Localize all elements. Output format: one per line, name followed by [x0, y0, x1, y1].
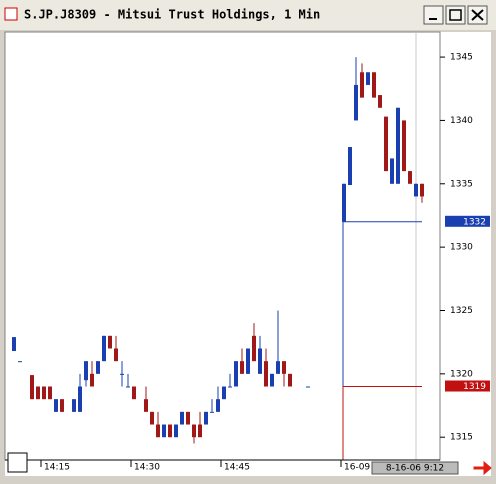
candle-body [306, 386, 310, 388]
candle-body [390, 158, 394, 184]
candle-body [114, 348, 118, 362]
candle-body [18, 361, 22, 363]
candle-body [42, 386, 46, 400]
y-tick-label: 1320 [450, 369, 473, 379]
window-buttons [423, 5, 488, 25]
candle-body [204, 411, 208, 425]
candle-body [378, 95, 382, 108]
x-tick-label: 14:30 [134, 463, 160, 473]
title-bar [0, 0, 496, 30]
candle-body [36, 386, 40, 400]
candle-body [234, 361, 238, 387]
candle-body [174, 424, 178, 438]
x-tick-label: 14:15 [44, 463, 70, 473]
close-icon [471, 9, 484, 21]
candle-body [90, 373, 94, 387]
candle-body [12, 337, 16, 352]
candle-body [276, 361, 280, 374]
candle-body [192, 424, 196, 438]
candle-body [402, 120, 406, 172]
candle-body [120, 373, 124, 375]
marker-label: 1332 [463, 217, 486, 227]
y-tick-label: 1330 [450, 243, 473, 253]
window-title: S.JP.J8309 - Mitsui Trust Holdings, 1 Mi… [24, 8, 320, 22]
x-tick-label: 16-09 [344, 463, 370, 473]
maximize-icon [449, 9, 462, 21]
candle-body [354, 84, 358, 121]
y-tick-label: 1315 [450, 433, 473, 443]
candle-body [366, 72, 370, 85]
candle-body [156, 424, 160, 438]
candle-body [96, 361, 100, 374]
x-tick-label: 14:45 [224, 463, 250, 473]
candle-body [144, 399, 148, 412]
candle-body [198, 424, 202, 438]
candle-body [264, 361, 268, 387]
candle-body [180, 411, 184, 425]
candle-body [240, 361, 244, 374]
candle-body [414, 183, 418, 197]
candle-body [372, 72, 376, 98]
candle-body [228, 386, 232, 388]
app-icon [4, 7, 18, 21]
candle-body [348, 147, 352, 186]
candle-body [60, 399, 64, 412]
candle-body [132, 386, 136, 400]
candle-body [216, 399, 220, 412]
candle-body [342, 183, 346, 222]
candle-body [168, 424, 172, 438]
candle-body [252, 335, 256, 362]
y-tick-label: 1340 [450, 116, 473, 126]
candle-body [384, 116, 388, 172]
candle-body [162, 424, 166, 438]
y-tick-label: 1335 [450, 179, 473, 189]
candle-body [186, 411, 190, 425]
cursor-label: 8-16-06 9:12 [386, 464, 444, 474]
candle-body [222, 386, 226, 400]
candle-body [102, 335, 106, 362]
corner-box[interactable] [7, 452, 28, 473]
candle-body [48, 386, 52, 400]
marker-label: 1319 [463, 382, 486, 392]
candle-body [84, 361, 88, 381]
marker-box [445, 380, 490, 392]
cursor-label-box [371, 461, 459, 475]
candle-body [360, 72, 364, 98]
maximize-button[interactable] [445, 5, 466, 25]
plot [12, 57, 424, 460]
candle-body [246, 348, 250, 374]
candle-body [108, 335, 112, 349]
candle-body [408, 171, 412, 184]
candle-body [30, 375, 34, 400]
candle-body [72, 399, 76, 412]
candle-body [54, 399, 58, 412]
scroll-arrow[interactable] [473, 460, 492, 476]
candle-body [78, 386, 82, 412]
candle-body [210, 411, 214, 413]
minimize-button[interactable] [423, 5, 444, 25]
candle-body [270, 373, 274, 387]
candle-body [150, 411, 154, 425]
marker-line [342, 221, 422, 460]
candle-body [288, 373, 292, 387]
y-tick-label: 1325 [450, 306, 473, 316]
candle-body [282, 361, 286, 374]
marker-line [342, 386, 422, 460]
candle-body [258, 348, 262, 374]
candle-body [126, 386, 130, 388]
marker-box [445, 215, 490, 227]
candle-body [420, 183, 424, 197]
candle-body [396, 107, 400, 184]
y-tick-label: 1345 [450, 53, 473, 63]
